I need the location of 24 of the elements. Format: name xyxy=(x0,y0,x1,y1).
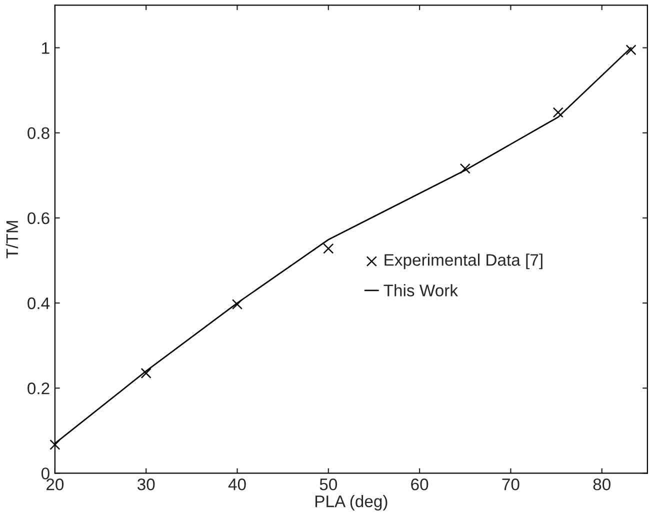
x-tick-label: 40 xyxy=(228,478,246,490)
point xyxy=(232,299,243,310)
x-tick-label: 30 xyxy=(137,478,155,490)
y-tick-label: 0 xyxy=(41,468,50,480)
legend-label: Experimental Data [7] xyxy=(384,254,542,270)
y-tick-label: 0.6 xyxy=(28,212,50,224)
x-tick-label: 80 xyxy=(593,478,610,490)
point xyxy=(552,107,564,118)
y-tick-label: 0.4 xyxy=(28,297,50,310)
x-tick-label: 70 xyxy=(502,478,520,490)
y-tick-label: 0.8 xyxy=(28,127,50,140)
y-axis-title: T/TM xyxy=(6,221,18,258)
y-tick-label: 0.2 xyxy=(28,382,50,394)
x-axis-title: PLA (deg) xyxy=(316,494,388,511)
point xyxy=(626,44,636,56)
x-tick-label: 20 xyxy=(46,478,64,490)
legend-label: This Work xyxy=(384,284,458,296)
y-tick-label: 1 xyxy=(42,42,50,54)
point xyxy=(50,439,60,450)
x-tick-label: 60 xyxy=(411,478,428,490)
x-tick-label: 50 xyxy=(320,478,338,490)
point xyxy=(140,368,152,378)
point xyxy=(323,243,334,254)
point xyxy=(460,163,470,174)
